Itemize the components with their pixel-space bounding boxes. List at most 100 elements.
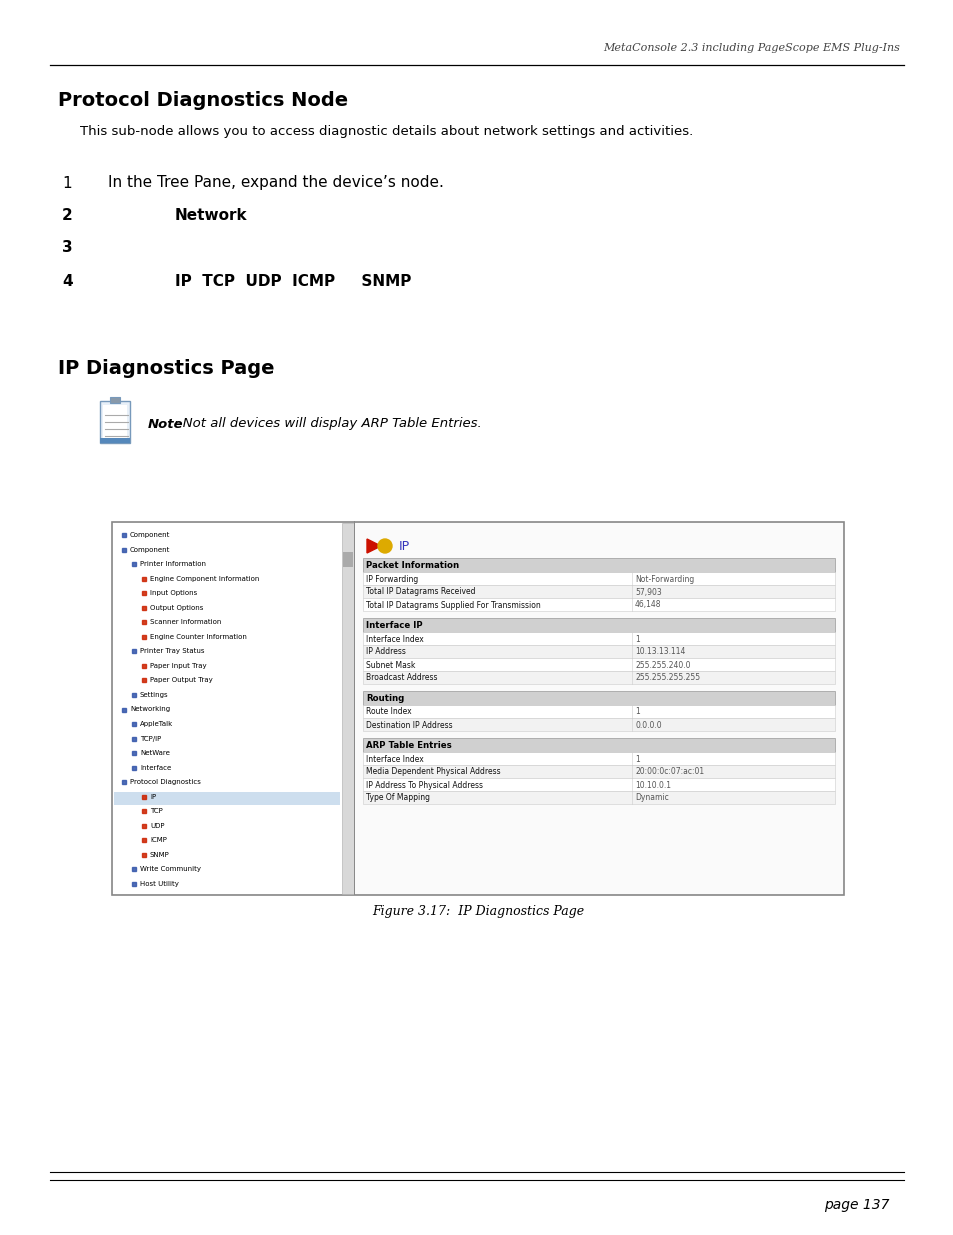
Text: Component: Component <box>130 532 171 538</box>
Text: ARP Table Entries: ARP Table Entries <box>366 741 452 750</box>
Bar <box>363 558 834 572</box>
Text: Route Index: Route Index <box>366 708 411 716</box>
Text: 46,148: 46,148 <box>635 600 660 610</box>
Text: ICMP: ICMP <box>150 837 167 844</box>
Text: Destination IP Address: Destination IP Address <box>366 720 452 730</box>
Text: Total IP Datagrams Received: Total IP Datagrams Received <box>366 588 475 597</box>
Text: 0.0.0.0: 0.0.0.0 <box>635 720 661 730</box>
Text: MetaConsole 2.3 including PageScope EMS Plug-Ins: MetaConsole 2.3 including PageScope EMS … <box>602 43 899 53</box>
Bar <box>112 522 343 894</box>
Text: Component: Component <box>130 547 171 553</box>
Text: TCP: TCP <box>150 808 163 814</box>
Text: 10.10.0.1: 10.10.0.1 <box>635 781 670 789</box>
Text: 20:00:0c:07:ac:01: 20:00:0c:07:ac:01 <box>635 767 703 777</box>
Bar <box>363 790 834 804</box>
Text: Dynamic: Dynamic <box>635 794 668 803</box>
Text: Write Community: Write Community <box>140 866 201 872</box>
Text: In the Tree Pane, expand the device’s node.: In the Tree Pane, expand the device’s no… <box>108 175 443 190</box>
Text: Host Utility: Host Utility <box>140 881 178 887</box>
Text: TCP/IP: TCP/IP <box>140 736 161 741</box>
Text: Packet Information: Packet Information <box>366 561 458 571</box>
Text: IP  TCP  UDP  ICMP     SNMP: IP TCP UDP ICMP SNMP <box>174 274 411 289</box>
Text: Engine Counter Information: Engine Counter Information <box>150 634 247 640</box>
Text: Scanner Information: Scanner Information <box>150 620 221 625</box>
Text: 57,903: 57,903 <box>635 588 661 597</box>
Polygon shape <box>367 538 380 553</box>
Text: NetWare: NetWare <box>140 750 170 756</box>
Text: 255.255.255.255: 255.255.255.255 <box>635 673 700 683</box>
Text: IP: IP <box>150 794 156 799</box>
Text: This sub-node allows you to access diagnostic details about network settings and: This sub-node allows you to access diagn… <box>80 126 693 138</box>
Text: Input Options: Input Options <box>150 590 197 597</box>
Text: Networking: Networking <box>130 706 170 713</box>
Bar <box>355 522 842 894</box>
Text: Routing: Routing <box>366 694 404 703</box>
Text: 4: 4 <box>62 274 72 289</box>
Text: Printer Information: Printer Information <box>140 561 206 567</box>
Text: AppleTalk: AppleTalk <box>140 721 173 727</box>
Text: 1: 1 <box>635 755 639 763</box>
Text: Paper Input Tray: Paper Input Tray <box>150 663 207 669</box>
Bar <box>363 705 834 718</box>
Text: UDP: UDP <box>150 823 164 829</box>
Text: Paper Output Tray: Paper Output Tray <box>150 678 213 683</box>
Text: Interface Index: Interface Index <box>366 635 423 643</box>
Text: IP Diagnostics Page: IP Diagnostics Page <box>58 358 274 378</box>
Text: Broadcast Address: Broadcast Address <box>366 673 437 683</box>
Text: Figure 3.17:  IP Diagnostics Page: Figure 3.17: IP Diagnostics Page <box>372 905 583 919</box>
Text: 1: 1 <box>635 708 639 716</box>
Text: 2: 2 <box>62 207 72 222</box>
Text: Type Of Mapping: Type Of Mapping <box>366 794 430 803</box>
Bar <box>100 438 130 443</box>
Bar <box>110 396 120 403</box>
Text: Protocol Diagnostics Node: Protocol Diagnostics Node <box>58 90 348 110</box>
Text: SNMP: SNMP <box>150 852 170 857</box>
Bar <box>363 692 834 705</box>
Bar <box>363 585 834 598</box>
Text: IP: IP <box>398 540 410 552</box>
Bar <box>363 658 834 671</box>
Text: Total IP Datagrams Supplied For Transmission: Total IP Datagrams Supplied For Transmis… <box>366 600 540 610</box>
Text: IP Forwarding: IP Forwarding <box>366 574 417 583</box>
Text: Interface Index: Interface Index <box>366 755 423 763</box>
Text: Interface: Interface <box>140 764 172 771</box>
Text: 255.255.240.0: 255.255.240.0 <box>635 661 690 669</box>
Bar <box>113 793 339 805</box>
Text: 3: 3 <box>62 241 72 256</box>
Bar <box>363 618 834 632</box>
Text: 1: 1 <box>62 175 71 190</box>
Bar <box>363 645 834 658</box>
Text: : Not all devices will display ARP Table Entries.: : Not all devices will display ARP Table… <box>173 417 481 431</box>
Bar <box>103 405 127 440</box>
Bar <box>363 632 834 645</box>
Text: Protocol Diagnostics: Protocol Diagnostics <box>130 779 201 785</box>
Text: page 137: page 137 <box>823 1198 889 1212</box>
Bar <box>363 718 834 731</box>
Bar <box>363 572 834 585</box>
Circle shape <box>377 538 392 553</box>
Text: Interface IP: Interface IP <box>366 621 422 630</box>
Text: Subnet Mask: Subnet Mask <box>366 661 415 669</box>
Bar <box>112 522 843 895</box>
Text: IP Address To Physical Address: IP Address To Physical Address <box>366 781 482 789</box>
Bar <box>341 522 354 894</box>
Text: Settings: Settings <box>140 692 169 698</box>
Text: Not-Forwarding: Not-Forwarding <box>635 574 694 583</box>
Bar <box>343 552 353 567</box>
Text: Network: Network <box>174 207 248 222</box>
Text: 1: 1 <box>635 635 639 643</box>
Bar <box>363 752 834 764</box>
Text: Engine Component Information: Engine Component Information <box>150 576 259 582</box>
Bar <box>363 598 834 611</box>
Text: Output Options: Output Options <box>150 605 203 611</box>
Text: 10.13.13.114: 10.13.13.114 <box>635 647 684 657</box>
Bar <box>363 778 834 790</box>
Bar <box>363 671 834 684</box>
Bar <box>363 764 834 778</box>
Text: Note: Note <box>148 417 183 431</box>
Bar <box>363 739 834 752</box>
Text: Media Dependent Physical Address: Media Dependent Physical Address <box>366 767 500 777</box>
Text: IP Address: IP Address <box>366 647 405 657</box>
Text: Printer Tray Status: Printer Tray Status <box>140 648 204 655</box>
Bar <box>100 401 130 443</box>
